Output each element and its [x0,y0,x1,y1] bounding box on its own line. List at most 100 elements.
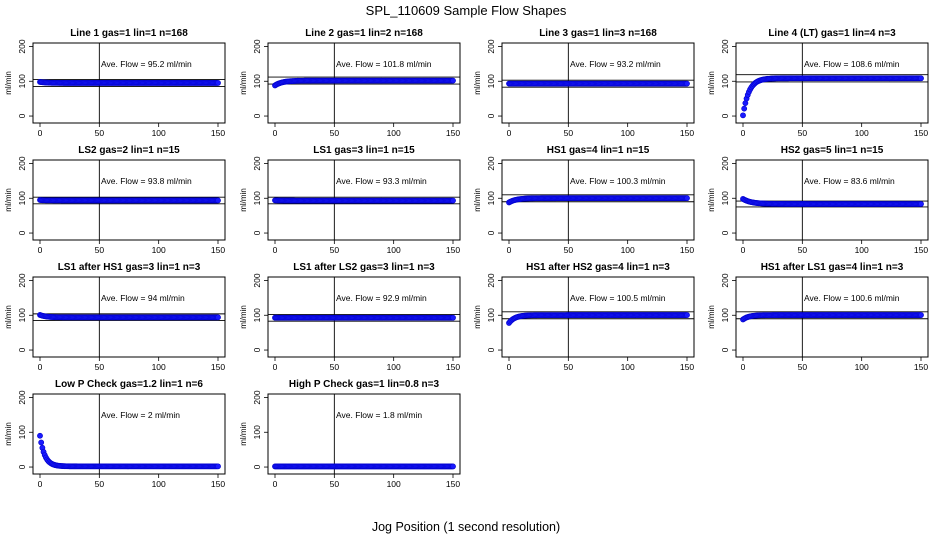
plot-frame [501,159,695,241]
panel-grid: Line 1 gas=1 lin=1 n=168 Ave. Flow = 95.2… [4,28,929,489]
average-flow-annotation: Ave. Flow = 94 ml/min [101,293,185,303]
x-tick-label: 50 [798,245,808,255]
data-series [37,197,221,204]
plot-frame [501,42,695,124]
panel-title: HS1 gas=4 lin=1 n=15 [547,145,650,156]
y-tick-label: 200 [17,273,27,287]
data-series [506,80,690,87]
y-tick-label: 100 [486,308,496,322]
plot-frame [267,159,461,241]
average-flow-annotation: Ave. Flow = 108.6 ml/min [804,59,900,69]
panel-title: HS1 after LS1 gas=4 lin=1 n=3 [761,262,904,273]
x-tick-label: 100 [621,362,635,372]
data-point [37,432,43,439]
data-point [215,314,221,321]
x-tick-label: 150 [680,128,694,138]
y-axis-label: ml/min [473,188,482,212]
panel-11: HS1 after HS2 gas=4 lin=1 n=3 Ave. Flow =… [473,262,695,372]
data-series [37,312,221,321]
y-tick-label: 200 [17,39,27,53]
y-tick-label: 0 [252,230,262,235]
y-axis-label: ml/min [707,305,716,329]
y-tick-label: 0 [486,230,496,235]
average-flow-annotation: Ave. Flow = 83.6 ml/min [804,176,895,186]
x-tick-label: 0 [273,245,278,255]
panel-title: LS1 after HS1 gas=3 lin=1 n=3 [58,262,201,273]
data-point [215,80,221,86]
data-series [740,312,924,323]
y-tick-label: 200 [720,156,730,170]
x-tick-label: 100 [387,362,401,372]
x-tick-label: 50 [95,479,105,489]
x-tick-label: 150 [446,479,460,489]
data-series [740,75,924,119]
y-tick-label: 100 [252,308,262,322]
y-tick-label: 200 [17,390,27,404]
x-tick-label: 150 [914,362,928,372]
data-point [450,314,456,321]
plot-frame [32,276,226,358]
y-axis-label: ml/min [239,422,248,446]
data-point [684,80,690,87]
panel-8: HS2 gas=5 lin=1 n=15 Ave. Flow = 83.6 ml/… [707,145,929,255]
y-tick-label: 0 [252,464,262,469]
x-tick-label: 150 [914,245,928,255]
data-point [215,197,221,204]
data-series [272,314,456,321]
average-flow-annotation: Ave. Flow = 93.2 ml/min [570,59,661,69]
x-tick-label: 50 [330,362,340,372]
x-tick-label: 50 [798,362,808,372]
data-point [741,105,748,112]
x-tick-label: 50 [564,128,574,138]
y-tick-label: 100 [17,191,27,205]
data-point [215,463,221,470]
average-flow-annotation: Ave. Flow = 100.3 ml/min [570,176,666,186]
panel-4: Line 4 (LT) gas=1 lin=4 n=3 Ave. Flow = 1… [707,28,929,138]
x-tick-label: 50 [95,128,105,138]
y-tick-label: 0 [17,230,27,235]
x-tick-label: 100 [152,245,166,255]
panel-title: HS1 after HS2 gas=4 lin=1 n=3 [526,262,670,273]
plot-frame [32,393,226,475]
panel-title: Line 4 (LT) gas=1 lin=4 n=3 [768,28,896,39]
y-tick-label: 0 [252,347,262,352]
x-tick-label: 0 [38,245,43,255]
panel-title: Low P Check gas=1.2 lin=1 n=6 [55,379,203,390]
panel-title: LS1 after LS2 gas=3 lin=1 n=3 [293,262,435,273]
x-tick-label: 50 [564,245,574,255]
plot-frame [735,159,929,241]
data-point [450,463,456,470]
x-tick-label: 100 [387,479,401,489]
x-tick-label: 150 [211,128,225,138]
y-tick-label: 100 [252,74,262,88]
x-tick-label: 50 [95,362,105,372]
x-tick-label: 100 [152,128,166,138]
panel-5: LS2 gas=2 lin=1 n=15 Ave. Flow = 93.8 ml/… [4,145,226,255]
x-tick-label: 0 [38,479,43,489]
panel-13: Low P Check gas=1.2 lin=1 n=6 Ave. Flow =… [4,379,226,489]
x-tick-label: 50 [564,362,574,372]
x-tick-label: 100 [855,128,869,138]
average-flow-annotation: Ave. Flow = 101.8 ml/min [336,59,432,69]
average-flow-annotation: Ave. Flow = 92.9 ml/min [336,293,427,303]
x-tick-label: 100 [387,128,401,138]
plot-frame [735,276,929,358]
y-tick-label: 100 [486,191,496,205]
x-tick-label: 0 [273,128,278,138]
y-axis-label: ml/min [473,305,482,329]
data-series [740,196,924,207]
y-axis-label: ml/min [239,188,248,212]
data-series [272,197,456,204]
y-tick-label: 100 [720,191,730,205]
panel-1: Line 1 gas=1 lin=1 n=168 Ave. Flow = 95.2… [4,28,226,138]
y-tick-label: 100 [720,308,730,322]
panel-title: Line 1 gas=1 lin=1 n=168 [70,28,188,39]
y-tick-label: 200 [17,156,27,170]
plot-frame [267,393,461,475]
data-point [450,197,456,204]
x-tick-label: 0 [507,245,512,255]
y-axis-label: ml/min [473,71,482,95]
panel-3: Line 3 gas=1 lin=3 n=168 Ave. Flow = 93.2… [473,28,695,138]
y-tick-label: 200 [486,156,496,170]
